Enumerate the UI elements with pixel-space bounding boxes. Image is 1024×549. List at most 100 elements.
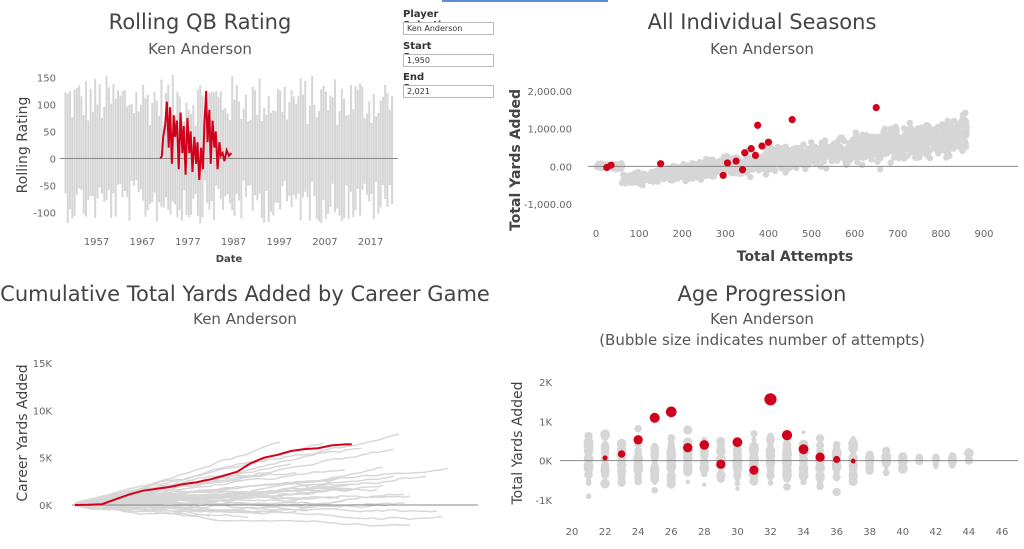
background-bubble bbox=[798, 471, 809, 481]
background-bubble bbox=[815, 434, 825, 443]
background-bubble bbox=[915, 453, 924, 462]
highlight-season-point bbox=[754, 121, 762, 129]
background-season-point bbox=[618, 179, 626, 187]
background-season-point bbox=[859, 131, 866, 138]
background-bubble bbox=[634, 460, 643, 469]
rolling-chart[interactable]: Rolling Rating Date 150 100 50 0 -50 -100 1957… bbox=[0, 0, 400, 270]
background-season-point bbox=[675, 164, 683, 172]
highlight-bubble bbox=[850, 458, 856, 464]
highlight-bubble bbox=[833, 455, 841, 464]
background-career-line bbox=[74, 504, 232, 513]
background-bubble bbox=[586, 471, 591, 476]
tick-label: -100 bbox=[33, 208, 56, 219]
background-season-point bbox=[869, 133, 876, 141]
cumulative-chart[interactable]: Career Yards Added 15K 10K 5K 0K bbox=[0, 278, 500, 549]
background-season-point bbox=[665, 164, 672, 172]
background-season-point bbox=[629, 174, 636, 181]
age-chart[interactable]: Total Yards Added 2K 1K 0K -1K 20 22 24 26 28 30 3… bbox=[500, 278, 1024, 549]
highlight-season-point bbox=[747, 145, 755, 153]
background-season-point bbox=[887, 159, 894, 166]
background-bubble bbox=[635, 472, 641, 478]
background-bubble bbox=[766, 458, 775, 466]
seasons-ylabel: Total Yards Added bbox=[508, 89, 524, 231]
background-season-point bbox=[648, 173, 655, 181]
background-season-point bbox=[923, 121, 930, 129]
tick-label: 1957 bbox=[84, 237, 109, 248]
background-season-point bbox=[667, 176, 675, 183]
background-season-point bbox=[643, 172, 650, 180]
background-season-point bbox=[762, 171, 770, 178]
highlight-bubble bbox=[732, 437, 743, 448]
tick-label: 42 bbox=[929, 527, 942, 538]
highlight-season-point bbox=[738, 166, 747, 174]
highlight-season-point bbox=[732, 157, 740, 165]
background-season-point bbox=[959, 147, 966, 155]
background-bubble bbox=[634, 424, 642, 433]
seasons-chart[interactable]: Total Yards Added Total Attempts 2,000.0… bbox=[500, 0, 1024, 275]
background-season-point bbox=[923, 152, 931, 159]
background-season-point bbox=[927, 146, 934, 154]
tick-label: 700 bbox=[888, 229, 907, 240]
tick-label: 36 bbox=[830, 527, 843, 538]
tick-label: 34 bbox=[797, 527, 810, 538]
background-season-point bbox=[792, 149, 800, 156]
background-season-point bbox=[816, 150, 823, 157]
background-bubble bbox=[667, 434, 676, 442]
background-season-point bbox=[904, 152, 911, 160]
background-season-point bbox=[820, 157, 828, 164]
start-season-input[interactable]: 1,950 bbox=[403, 54, 494, 67]
background-bubble bbox=[784, 454, 790, 460]
background-bubble bbox=[600, 463, 610, 472]
tick-label: 150 bbox=[37, 73, 56, 84]
background-bubble bbox=[816, 446, 824, 455]
background-season-point bbox=[764, 166, 771, 173]
background-season-point bbox=[894, 150, 901, 158]
tick-label: 0K bbox=[539, 457, 552, 468]
background-season-point bbox=[955, 123, 963, 130]
background-season-point bbox=[911, 132, 918, 139]
highlight-bubble bbox=[649, 412, 660, 423]
highlight-season-point bbox=[788, 116, 796, 124]
background-career-line bbox=[74, 441, 281, 504]
player-selection-input[interactable]: Ken Anderson bbox=[403, 22, 494, 35]
tick-label: 44 bbox=[963, 527, 976, 538]
tick-label: 1K bbox=[539, 417, 552, 428]
background-bubble bbox=[634, 447, 642, 455]
background-season-point bbox=[860, 144, 867, 151]
end-season-input[interactable]: 2,021 bbox=[403, 85, 494, 98]
background-bubble bbox=[949, 456, 956, 463]
background-season-point bbox=[907, 136, 914, 144]
background-bubble bbox=[850, 463, 856, 469]
background-season-point bbox=[881, 125, 889, 132]
background-season-point bbox=[858, 161, 866, 169]
background-season-point bbox=[950, 127, 957, 135]
background-bubble bbox=[702, 482, 707, 487]
background-season-point bbox=[913, 151, 921, 159]
background-season-point bbox=[942, 154, 950, 161]
background-bubble bbox=[751, 448, 757, 453]
cumulative-ylabel: Career Yards Added bbox=[15, 364, 31, 501]
highlight-bubble bbox=[633, 435, 643, 445]
background-season-point bbox=[689, 160, 696, 167]
background-season-point bbox=[819, 145, 826, 152]
tick-label: 46 bbox=[996, 527, 1009, 538]
background-season-point bbox=[963, 131, 970, 139]
highlight-career-line bbox=[74, 443, 352, 506]
highlight-season-point bbox=[723, 159, 732, 167]
tick-label: 100 bbox=[630, 229, 649, 240]
background-season-point bbox=[887, 132, 894, 139]
background-season-point bbox=[939, 143, 947, 151]
background-career-line bbox=[74, 480, 243, 505]
background-season-point bbox=[672, 175, 680, 183]
background-bubble bbox=[816, 467, 824, 475]
background-career-line bbox=[74, 504, 437, 513]
tick-label: 0.00 bbox=[550, 162, 572, 173]
background-bubble bbox=[683, 425, 693, 435]
background-bubble bbox=[866, 462, 874, 470]
tick-label: 1987 bbox=[221, 237, 246, 248]
tick-label: 26 bbox=[665, 527, 678, 538]
background-bubble bbox=[718, 442, 724, 447]
background-season-point bbox=[766, 152, 774, 159]
background-season-point bbox=[747, 157, 755, 164]
background-season-point bbox=[799, 161, 806, 168]
